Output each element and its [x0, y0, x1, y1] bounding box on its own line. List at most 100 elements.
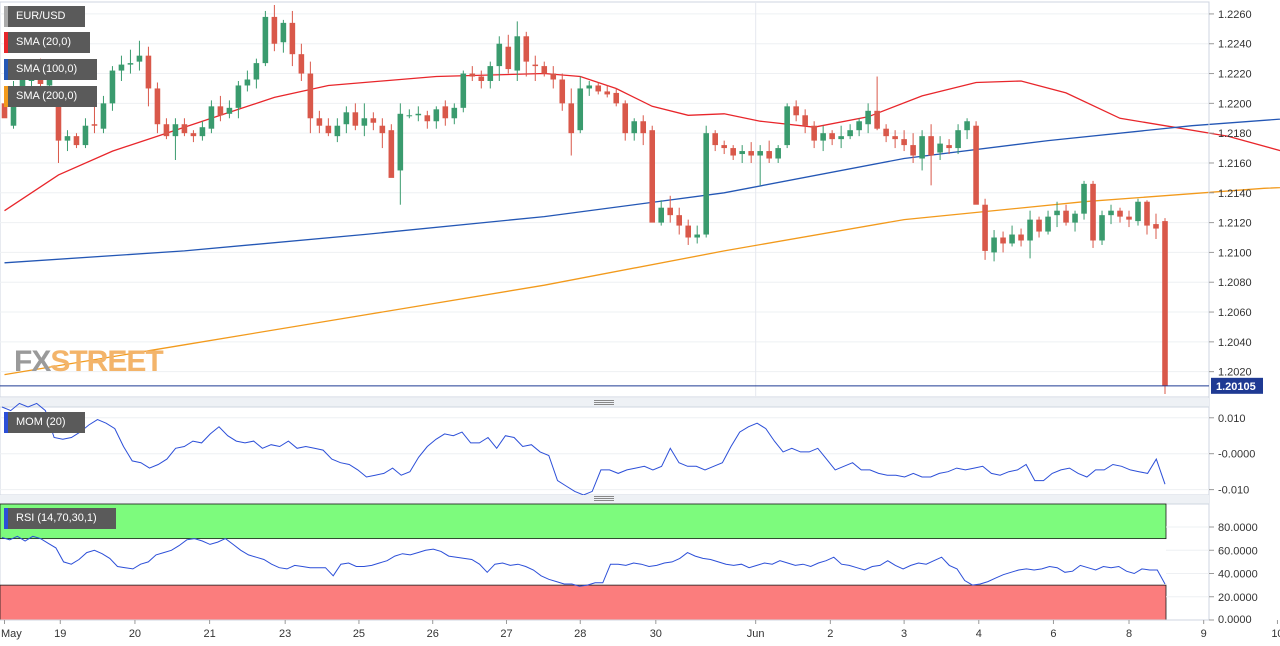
candle-body [685, 225, 691, 238]
candle-body [694, 234, 700, 238]
sma-line [4, 118, 1280, 264]
candle-body [658, 207, 665, 223]
mom-tick-label: -0.010 [1218, 485, 1249, 497]
price-tick-label: 1.2020 [1218, 367, 1252, 379]
mom-axis[interactable]: 0.010 -0.0000 -0.010 [1209, 413, 1255, 497]
time-axis[interactable]: May192021232526272830Jun2346891011131516… [0, 619, 1280, 640]
candle-body [235, 85, 242, 108]
candle-body [478, 76, 485, 81]
splitter-1[interactable] [0, 398, 1209, 407]
sma-line [4, 72, 1280, 212]
main-panel[interactable]: 1.2260 1.2240 1.2220 1.2200 1.2180 1.2160 1.21… [0, 1, 1280, 620]
candle-body [424, 115, 431, 122]
candle-body [712, 133, 718, 146]
rsi-tick-label: 40.0000 [1218, 569, 1258, 581]
candle-body [433, 109, 440, 122]
candle-body [487, 66, 494, 81]
legend-symbol[interactable]: EUR/USD [4, 6, 85, 27]
candle-body [541, 66, 548, 74]
last-price-badge [1211, 377, 1263, 394]
candle-body [514, 36, 521, 71]
splitter-2[interactable] [0, 495, 1209, 504]
candle-body [199, 127, 206, 137]
legend-mom[interactable]: MOM (20) [4, 412, 85, 433]
candle-body [865, 110, 871, 125]
rsi-panel[interactable]: 80.0000 60.0000 40.0000 20.0000 0.0000 [0, 503, 1258, 626]
candle-body [622, 103, 629, 134]
candle-body [703, 133, 709, 235]
candle-body [550, 73, 557, 80]
candle-body [19, 76, 26, 89]
candle-body [721, 145, 727, 149]
price-tick-label: 1.2260 [1218, 9, 1252, 21]
price-tick-label: 1.2180 [1218, 128, 1252, 140]
rsi-overbought-zone [0, 503, 1167, 540]
candle-body [1027, 219, 1033, 241]
time-tick-label: 10 [1271, 628, 1280, 640]
fxstreet-watermark: FXSTREET [14, 345, 164, 378]
candle-body [343, 112, 350, 125]
candle-body [892, 136, 898, 140]
price-tick-label: 1.2100 [1218, 247, 1252, 259]
price-axis[interactable]: 1.2260 1.2240 1.2220 1.2200 1.2180 1.2160 1.21… [0, 2, 1263, 620]
candle-body [775, 148, 781, 159]
candle-body [505, 46, 512, 70]
rsi-axis[interactable]: 80.0000 60.0000 40.0000 20.0000 0.0000 [1209, 522, 1258, 626]
candle-body [730, 148, 736, 156]
candle-body [919, 136, 925, 159]
price-tick-label: 1.2060 [1218, 307, 1252, 319]
candle-body [1144, 201, 1150, 226]
candle-body [640, 121, 647, 134]
candle-body [316, 118, 323, 126]
candle-body [388, 130, 395, 178]
candle-body [802, 115, 808, 126]
candle-body [595, 85, 602, 92]
candle-body [73, 136, 80, 146]
time-tick-label: 19 [54, 628, 66, 640]
candle-body [1063, 210, 1069, 223]
candle-body [226, 107, 233, 114]
candle-body [856, 121, 862, 131]
candle-body [1081, 183, 1087, 214]
candle-body [334, 125, 341, 137]
sma-line [4, 186, 1280, 376]
candle-body [1000, 237, 1006, 244]
legend-rsi[interactable]: RSI (14,70,30,1) [4, 508, 116, 529]
price-tick-label: 1.2120 [1218, 218, 1252, 230]
candle-body [991, 237, 997, 253]
legend-sma200[interactable]: SMA (200,0) [4, 86, 97, 107]
candle-body [82, 125, 89, 146]
rsi-series [1, 535, 1166, 587]
time-tick-label: 23 [279, 628, 291, 640]
candle-body [253, 63, 260, 80]
price-tick-label: 1.2200 [1218, 98, 1252, 110]
legend-sma20[interactable]: SMA (20,0) [4, 32, 90, 53]
legend-sma100-label: SMA (100,0) [16, 63, 78, 75]
candle-body [676, 215, 682, 226]
mom-tick-label: 0.010 [1218, 413, 1246, 425]
candle-body [1072, 213, 1078, 223]
legend-sma100[interactable]: SMA (100,0) [4, 59, 97, 80]
rsi-line [1, 535, 1166, 587]
candle-body [289, 22, 296, 55]
time-tick-label: 9 [1201, 628, 1207, 640]
candle-body [874, 110, 880, 129]
candle-body [982, 204, 988, 251]
candle-body [460, 73, 467, 108]
candle-body [127, 63, 134, 65]
candle-body [208, 106, 215, 129]
rsi-tick-label: 20.0000 [1218, 592, 1258, 604]
candle-body [604, 91, 611, 95]
time-tick-label: 20 [129, 628, 141, 640]
candle-body [559, 79, 566, 104]
candle-body [1126, 216, 1132, 220]
candle-body [901, 139, 907, 146]
candle-body [442, 106, 449, 119]
candle-body [928, 136, 934, 156]
price-tick-label: 1.2160 [1218, 158, 1252, 170]
candle-body [136, 55, 143, 62]
mom-panel[interactable]: 0.010 -0.0000 -0.010 [0, 402, 1255, 497]
candle-body [1135, 201, 1141, 222]
candle-body [244, 79, 251, 86]
